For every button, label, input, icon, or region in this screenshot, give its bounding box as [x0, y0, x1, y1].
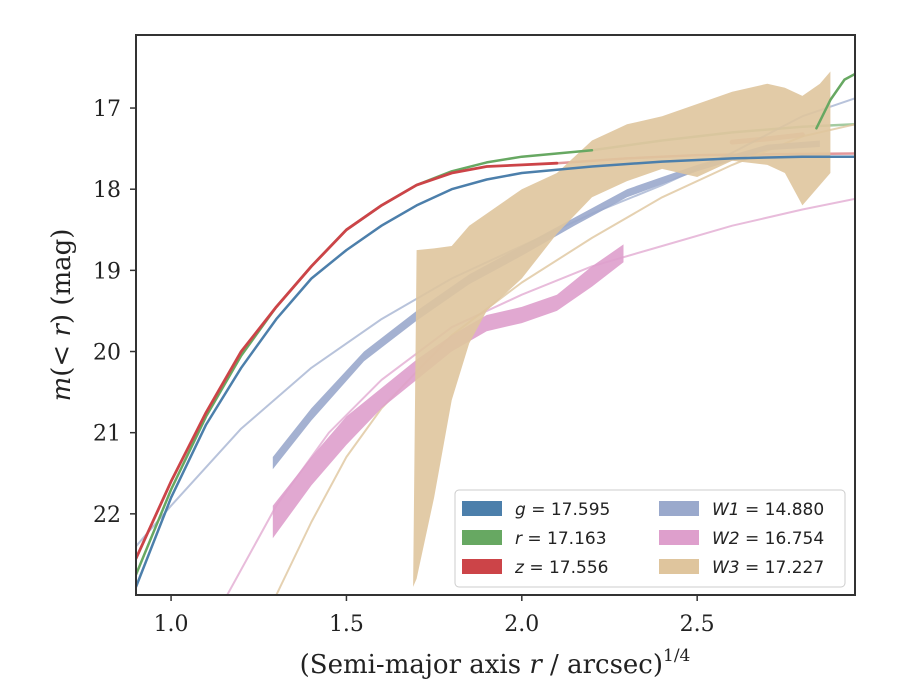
legend-label-g: g = 17.595 [515, 500, 610, 520]
legend-label-w1: W1 = 14.880 [712, 500, 824, 520]
series-g-line-9 [136, 155, 855, 589]
legend-swatch-z [462, 559, 502, 574]
y-tick-label: 18 [93, 178, 121, 203]
legend: g = 17.595 r = 17.163 z = 17.556 W1 = 14.88… [454, 489, 846, 588]
legend-swatch-w3 [659, 559, 699, 574]
y-tick-label: 19 [93, 259, 121, 284]
series-r-line-11 [815, 72, 855, 130]
legend-label-z: z = 17.556 [514, 558, 608, 578]
y-tick-label: 22 [93, 503, 121, 528]
x-tick-label: 1.5 [329, 612, 364, 637]
series-w2-line-4 [226, 197, 855, 595]
legend-swatch-w2 [659, 530, 699, 545]
x-tick-label: 1.0 [154, 612, 189, 637]
y-tick-label: 17 [93, 97, 121, 122]
x-axis-label: (Semi-major axis r / arcsec)1/4 [300, 646, 691, 680]
legend-label-w3: W3 = 17.227 [712, 558, 824, 578]
series-w3-band-8 [413, 71, 831, 587]
x-axis-label-var: r [529, 650, 543, 680]
y-axis-label-var-r: r [47, 323, 77, 337]
series-w2-band-7 [272, 244, 624, 539]
series-z-line-12 [136, 161, 559, 560]
legend-label-r: r = 17.163 [515, 529, 607, 549]
legend-swatch-g [462, 501, 502, 516]
y-axis-label: m(< r) (mag) [47, 229, 77, 402]
x-axis-label-exponent: 1/4 [663, 646, 690, 666]
x-tick-label: 2.0 [504, 612, 539, 637]
plot-frame [135, 34, 856, 596]
legend-swatch-w1 [659, 501, 699, 516]
x-tick-label: 2.5 [680, 612, 715, 637]
legend-box [454, 489, 846, 588]
legend-label-w2: W2 = 16.754 [712, 529, 824, 549]
series-layer [136, 71, 855, 595]
y-tick-label: 21 [93, 422, 121, 447]
y-tick-label: 20 [93, 341, 121, 366]
y-axis-label-var: m [47, 377, 77, 402]
legend-swatch-r [462, 530, 502, 545]
ticks-layer: 1.0 1.5 2.0 2.5 17 18 19 20 21 22 [93, 97, 715, 637]
